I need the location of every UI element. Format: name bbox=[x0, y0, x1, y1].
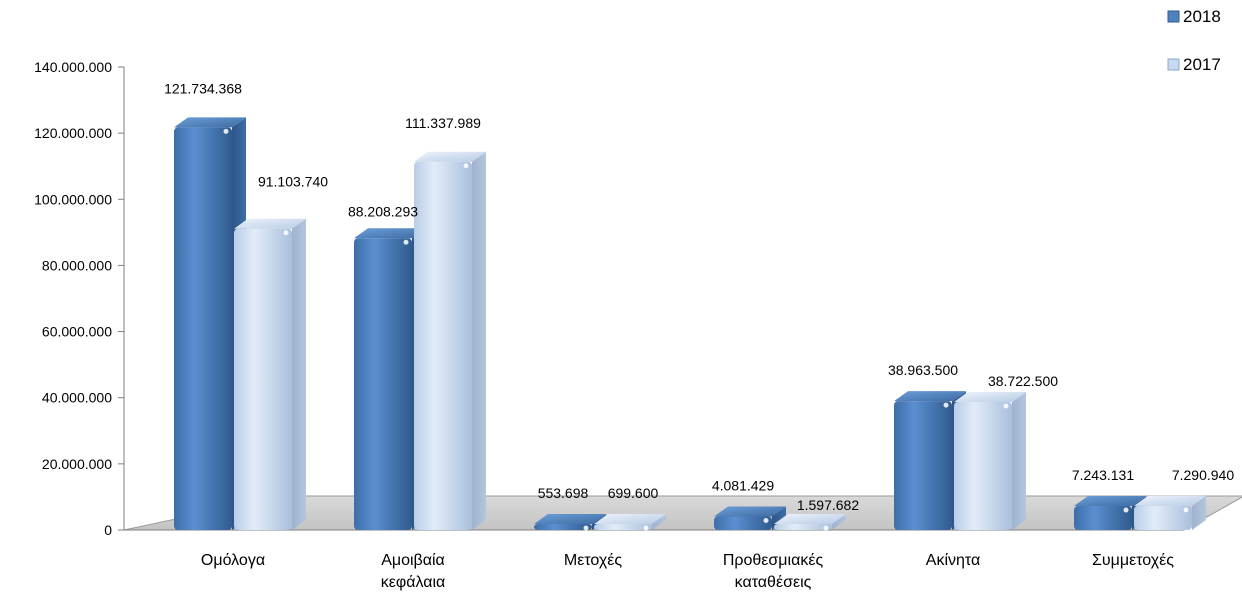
legend-label-2017: 2017 bbox=[1183, 55, 1221, 74]
bar-2018-4 bbox=[894, 401, 952, 530]
bar-top-2017-0 bbox=[234, 218, 306, 229]
category-label-1: κεφάλαια bbox=[381, 574, 446, 591]
y-tick-label: 40.000.000 bbox=[42, 390, 112, 406]
bar-2017-4 bbox=[954, 401, 1012, 530]
legend-swatch-2018 bbox=[1167, 10, 1180, 23]
category-label-2: Μετοχές bbox=[564, 552, 623, 569]
data-label-2017-4: 38.722.500 bbox=[988, 373, 1058, 389]
data-label-2018-1: 88.208.293 bbox=[348, 203, 418, 219]
bar-top-2017-4 bbox=[954, 391, 1026, 402]
bar-highlight bbox=[823, 525, 829, 531]
bar-side-2018-3 bbox=[772, 506, 786, 530]
bar-top-2017-1 bbox=[414, 151, 486, 162]
bars bbox=[174, 117, 1206, 531]
bar-2018-1 bbox=[354, 238, 412, 530]
bar-side-2017-1 bbox=[472, 151, 486, 530]
data-label-2018-4: 38.963.500 bbox=[888, 362, 958, 378]
bar-highlight bbox=[403, 239, 409, 245]
bar-side-2017-2 bbox=[652, 514, 666, 530]
bar-highlight bbox=[583, 525, 589, 531]
bar-top-2017-5 bbox=[1134, 495, 1206, 506]
bar-highlight bbox=[283, 230, 289, 236]
y-tick-label: 60.000.000 bbox=[42, 324, 112, 340]
category-label-3: Προθεσμιακές bbox=[723, 552, 824, 569]
data-label-2017-3: 1.597.682 bbox=[797, 497, 859, 513]
y-tick-label: 100.000.000 bbox=[34, 191, 112, 207]
bar-2018-5 bbox=[1074, 506, 1132, 530]
bar-side-2017-0 bbox=[292, 218, 306, 531]
data-label-2018-0: 121.734.368 bbox=[164, 80, 242, 96]
bar-highlight bbox=[943, 402, 949, 408]
y-tick-label: 0 bbox=[104, 522, 112, 538]
bar-side-2017-4 bbox=[1012, 391, 1026, 530]
y-tick-label: 140.000.000 bbox=[34, 59, 112, 75]
bar-highlight bbox=[763, 518, 769, 524]
bar-top-2018-1 bbox=[354, 228, 426, 239]
data-labels: 121.734.368 91.103.740 88.208.293 111.337.9… bbox=[164, 80, 1234, 513]
category-label-1: Αμοιβαία bbox=[381, 552, 445, 569]
bar-top-2018-2 bbox=[534, 514, 606, 524]
category-label-3: καταθέσεις bbox=[735, 574, 812, 591]
data-label-2018-3: 4.081.429 bbox=[712, 478, 774, 494]
bar-top-2018-3 bbox=[714, 506, 786, 517]
category-label-5: Συμμετοχές bbox=[1092, 552, 1174, 569]
data-label-2017-2: 699.600 bbox=[608, 485, 659, 501]
bar-highlight bbox=[1183, 507, 1189, 513]
data-label-2018-2: 553.698 bbox=[538, 485, 589, 501]
bar-side-2017-3 bbox=[832, 514, 846, 530]
data-label-2017-0: 91.103.740 bbox=[258, 174, 328, 190]
bar-top-2017-2 bbox=[594, 514, 666, 524]
bar-highlight bbox=[223, 128, 229, 134]
y-axis: 0 20.000.000 40.000.000 60.000.000 80.000.00… bbox=[34, 59, 1184, 538]
bar-2017-2 bbox=[594, 524, 652, 530]
category-label-0: Ομόλογα bbox=[201, 552, 265, 569]
bar-highlight bbox=[463, 163, 469, 169]
y-tick-label: 80.000.000 bbox=[42, 257, 112, 273]
bar-highlight bbox=[643, 525, 649, 531]
bar-2017-3 bbox=[774, 524, 832, 530]
bar-2018-0 bbox=[174, 127, 232, 531]
bar-highlight bbox=[1003, 403, 1009, 409]
bar-2017-1 bbox=[414, 161, 472, 530]
bar-highlight bbox=[1123, 507, 1129, 513]
data-label-2017-5: 7.290.940 bbox=[1172, 467, 1234, 483]
bar-2017-5 bbox=[1134, 505, 1192, 530]
legend-label-2018: 2018 bbox=[1183, 7, 1221, 26]
data-label-2018-5: 7.243.131 bbox=[1072, 467, 1134, 483]
bar-2018-3 bbox=[714, 516, 772, 530]
y-tick-label: 20.000.000 bbox=[42, 456, 112, 472]
y-tick-label: 120.000.000 bbox=[34, 125, 112, 141]
bar-top-2018-4 bbox=[894, 391, 966, 402]
bar-top-2018-5 bbox=[1074, 496, 1146, 507]
bar-side-2017-5 bbox=[1192, 495, 1206, 530]
bar-2017-0 bbox=[234, 228, 292, 531]
legend-swatch-2017 bbox=[1167, 58, 1180, 71]
x-axis: Ομόλογα Αμοιβαία κεφάλαια Μετοχές Προθεσμιακ… bbox=[201, 552, 1174, 591]
legend: 2018 2017 bbox=[1167, 7, 1221, 74]
bar-top-2018-0 bbox=[174, 117, 246, 128]
bar-2018-2 bbox=[534, 524, 592, 530]
bar-top-2017-3 bbox=[774, 514, 846, 524]
data-label-2017-1: 111.337.989 bbox=[405, 115, 481, 131]
category-label-4: Ακίνητα bbox=[926, 552, 980, 569]
